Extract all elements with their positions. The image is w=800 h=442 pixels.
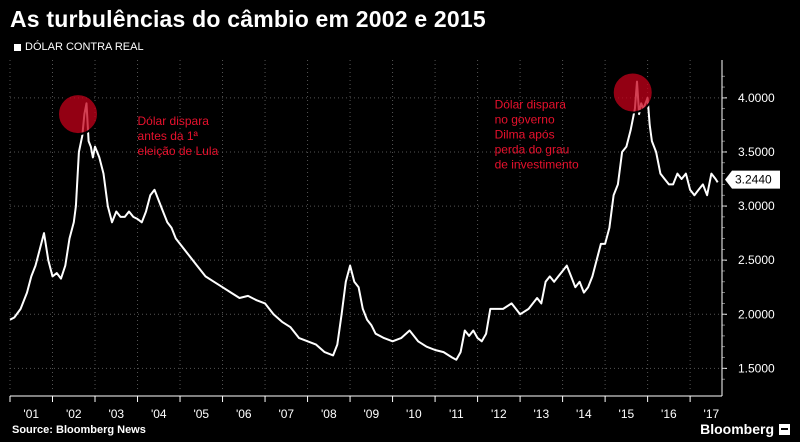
legend-label: DÓLAR CONTRA REAL	[25, 41, 144, 53]
y-tick-label: 2.5000	[738, 253, 775, 267]
bloomberg-logo: Bloomberg	[700, 421, 790, 437]
series-line	[9, 80, 719, 361]
x-tick-label: '02	[66, 407, 82, 421]
x-tick-label: '06	[236, 407, 252, 421]
logo-icon	[779, 423, 790, 435]
x-tick-label: '07	[278, 407, 294, 421]
x-tick-label: '04	[151, 407, 167, 421]
x-tick-label: '05	[193, 407, 209, 421]
y-tick-label: 3.5000	[738, 145, 775, 159]
highlight-circle	[57, 93, 100, 136]
x-tick-label: '13	[534, 407, 550, 421]
last-value-label: 3.2440	[735, 173, 772, 187]
x-tick-label: '09	[363, 407, 379, 421]
last-value-box	[725, 170, 780, 189]
logo-text: Bloomberg	[700, 421, 774, 437]
x-tick-label: '01	[23, 407, 39, 421]
gridlines	[9, 60, 722, 390]
annotations: Dólar dispara antes da 1ª eleição de Lula D…	[138, 98, 579, 172]
annotation-text: Dólar dispara no governo Dilma após perda d…	[495, 98, 579, 172]
legend: DÓLAR CONTRA REAL	[14, 41, 144, 53]
series	[9, 80, 719, 361]
x-tick-label: '08	[321, 407, 337, 421]
y-axis-labels: 1.5000 2.0000 2.5000 3.0000 3.5000 4.0000	[738, 91, 775, 375]
x-tick-label: '17	[704, 407, 720, 421]
chart-title: As turbulências do câmbio em 2002 e 2015	[10, 6, 486, 32]
highlight-circle	[611, 71, 654, 114]
legend-swatch	[14, 43, 21, 51]
annotation-text: Dólar dispara antes da 1ª eleição de Lula	[138, 114, 219, 158]
x-axis-labels: '01 '02 '03 '04 '05 '06 '07 '08 '09 '10 '11 '12 '13 '…	[23, 407, 719, 421]
last-value-tag: 3.2440	[725, 170, 780, 189]
x-tick-label: '11	[449, 407, 464, 421]
x-tick-label: '10	[406, 407, 422, 421]
x-tick-label: '14	[576, 407, 592, 421]
x-tick-label: '16	[661, 407, 677, 421]
y-tick-label: 4.0000	[738, 91, 775, 105]
y-tick-label: 1.5000	[738, 361, 775, 375]
x-tick-label: '03	[108, 407, 124, 421]
x-tick-label: '12	[491, 407, 507, 421]
x-tick-label: '15	[619, 407, 635, 421]
axes	[9, 60, 727, 402]
y-tick-label: 3.0000	[738, 199, 775, 213]
source-note: Source: Bloomberg News	[12, 424, 146, 436]
highlight-markers	[57, 71, 654, 136]
y-tick-label: 2.0000	[738, 307, 775, 321]
